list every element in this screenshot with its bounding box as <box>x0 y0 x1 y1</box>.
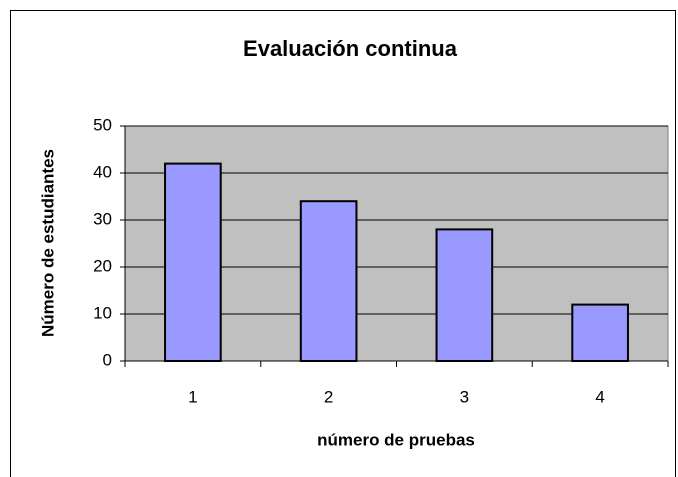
y-tick-label: 50 <box>93 115 112 134</box>
y-tick-label: 20 <box>93 256 112 275</box>
y-tick-label: 30 <box>93 209 112 228</box>
y-tick-label: 40 <box>93 162 112 181</box>
bar <box>299 200 358 362</box>
bar <box>571 303 629 363</box>
bar <box>164 162 222 362</box>
x-tick-label: 2 <box>324 387 333 406</box>
x-tick-label: 4 <box>595 387 604 406</box>
chart-title: Evaluación continua <box>243 36 458 61</box>
y-tick-label: 0 <box>103 350 112 369</box>
y-tick-label: 10 <box>93 303 112 322</box>
bar <box>435 228 494 362</box>
x-tick-label: 1 <box>188 387 197 406</box>
y-axis-label: Número de estudiantes <box>38 149 57 337</box>
x-axis-label: número de pruebas <box>317 430 475 449</box>
x-tick-label: 3 <box>460 387 469 406</box>
